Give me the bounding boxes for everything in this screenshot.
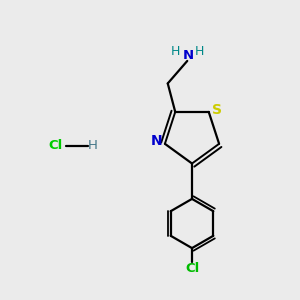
Text: Cl: Cl — [185, 262, 199, 275]
Text: H: H — [88, 139, 98, 152]
Text: N: N — [151, 134, 162, 148]
Text: H: H — [171, 45, 181, 58]
Text: H: H — [195, 45, 205, 58]
Text: Cl: Cl — [48, 139, 63, 152]
Text: S: S — [212, 103, 222, 117]
Text: N: N — [182, 49, 194, 62]
